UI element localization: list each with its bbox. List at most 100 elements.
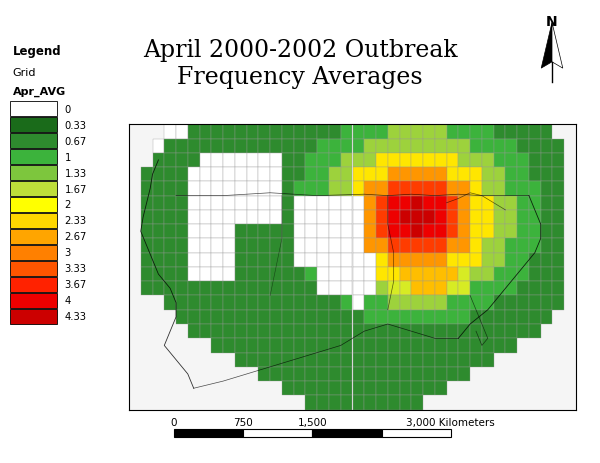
Bar (10, 133, 57, 149)
Bar (388, 367, 400, 382)
Bar (341, 125, 352, 139)
Bar (470, 125, 482, 139)
Bar (152, 210, 164, 225)
Bar (423, 282, 435, 296)
Bar (388, 296, 400, 310)
Bar (364, 139, 376, 153)
Bar (470, 296, 482, 310)
Bar (211, 239, 223, 253)
Bar (412, 139, 423, 153)
Bar (329, 338, 341, 353)
Text: 2: 2 (65, 200, 71, 210)
Bar (247, 182, 259, 196)
Bar (553, 153, 564, 168)
Polygon shape (541, 23, 552, 69)
Bar (388, 196, 400, 210)
Bar (305, 382, 317, 395)
Bar (517, 282, 529, 296)
Bar (458, 282, 470, 296)
Bar (400, 353, 412, 367)
Bar (341, 324, 352, 338)
Bar (282, 338, 293, 353)
Bar (446, 282, 458, 296)
Bar (412, 168, 423, 182)
Bar (494, 338, 505, 353)
Bar (505, 268, 517, 282)
Bar (235, 268, 247, 282)
Bar (541, 310, 553, 324)
Bar (152, 168, 164, 182)
Bar (446, 182, 458, 196)
Bar (541, 210, 553, 225)
Bar (505, 139, 517, 153)
Bar (435, 324, 446, 338)
Bar (435, 353, 446, 367)
Bar (235, 324, 247, 338)
Bar (494, 253, 505, 268)
Bar (305, 125, 317, 139)
Bar (176, 210, 188, 225)
Bar (423, 139, 435, 153)
Bar (412, 395, 423, 410)
Bar (376, 253, 388, 268)
Bar (247, 253, 259, 268)
Bar (329, 239, 341, 253)
Bar (305, 239, 317, 253)
Bar (553, 268, 564, 282)
Bar (482, 210, 494, 225)
Bar (152, 196, 164, 210)
Bar (223, 268, 235, 282)
Bar (388, 139, 400, 153)
Bar (388, 310, 400, 324)
Bar (259, 353, 270, 367)
Bar (517, 239, 529, 253)
Bar (259, 367, 270, 382)
Bar (494, 153, 505, 168)
Bar (435, 125, 446, 139)
Bar (188, 268, 200, 282)
Bar (388, 382, 400, 395)
Bar (435, 338, 446, 353)
Bar (293, 353, 305, 367)
Bar (341, 168, 352, 182)
Bar (470, 196, 482, 210)
Bar (305, 153, 317, 168)
Bar (341, 153, 352, 168)
Bar (341, 367, 352, 382)
Bar (235, 310, 247, 324)
Bar (235, 282, 247, 296)
Bar (529, 225, 541, 239)
Bar (400, 196, 412, 210)
Bar (141, 210, 152, 225)
Bar (458, 310, 470, 324)
Text: Legend: Legend (13, 44, 61, 57)
Bar (435, 253, 446, 268)
Bar (270, 324, 282, 338)
Bar (341, 196, 352, 210)
Bar (400, 139, 412, 153)
Bar (412, 268, 423, 282)
Bar (329, 395, 341, 410)
Bar (376, 210, 388, 225)
Bar (494, 125, 505, 139)
Bar (317, 182, 329, 196)
Bar (176, 225, 188, 239)
Bar (176, 153, 188, 168)
Bar (517, 196, 529, 210)
Bar (293, 382, 305, 395)
Bar (458, 367, 470, 382)
Bar (305, 182, 317, 196)
Bar (293, 168, 305, 182)
Bar (353, 139, 364, 153)
Bar (382, 429, 451, 438)
Bar (200, 125, 211, 139)
Bar (364, 282, 376, 296)
Bar (388, 282, 400, 296)
Bar (412, 225, 423, 239)
Bar (305, 268, 317, 282)
Bar (435, 296, 446, 310)
Bar (200, 153, 211, 168)
Bar (553, 196, 564, 210)
Bar (388, 168, 400, 182)
Bar (305, 353, 317, 367)
